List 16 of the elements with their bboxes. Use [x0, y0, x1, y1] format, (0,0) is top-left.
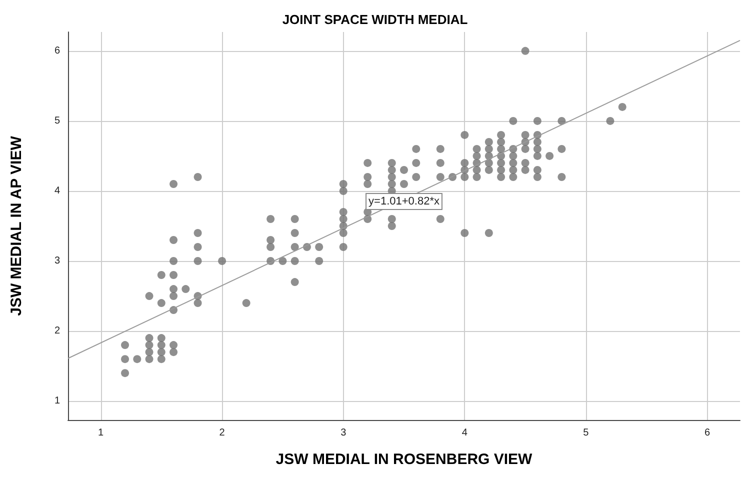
y-tick-label: 1 — [54, 396, 60, 407]
y-tick-label: 3 — [54, 256, 60, 267]
y-tick-label: 4 — [54, 185, 60, 196]
x-tick-label: 1 — [98, 428, 104, 438]
y-axis-title: JSW MEDIAL IN AP VIEW — [8, 135, 25, 316]
annotation: y=1.01+0.82*x — [368, 195, 440, 208]
x-tick-label: 5 — [583, 428, 590, 438]
y-tick-label: 6 — [54, 45, 60, 56]
x-tick-label: 3 — [340, 428, 347, 438]
x-tick-label: 6 — [704, 428, 710, 438]
chart-title: JOINT SPACE WIDTH MEDIAL — [282, 12, 468, 27]
x-tick-label: 2 — [219, 428, 226, 438]
x-tick-label: 4 — [462, 428, 468, 438]
y-tick-label: 2 — [54, 326, 60, 337]
x-axis-title: JSW MEDIAL IN ROSENBERG VIEW — [276, 451, 534, 468]
y-tick-label: 5 — [54, 115, 60, 126]
